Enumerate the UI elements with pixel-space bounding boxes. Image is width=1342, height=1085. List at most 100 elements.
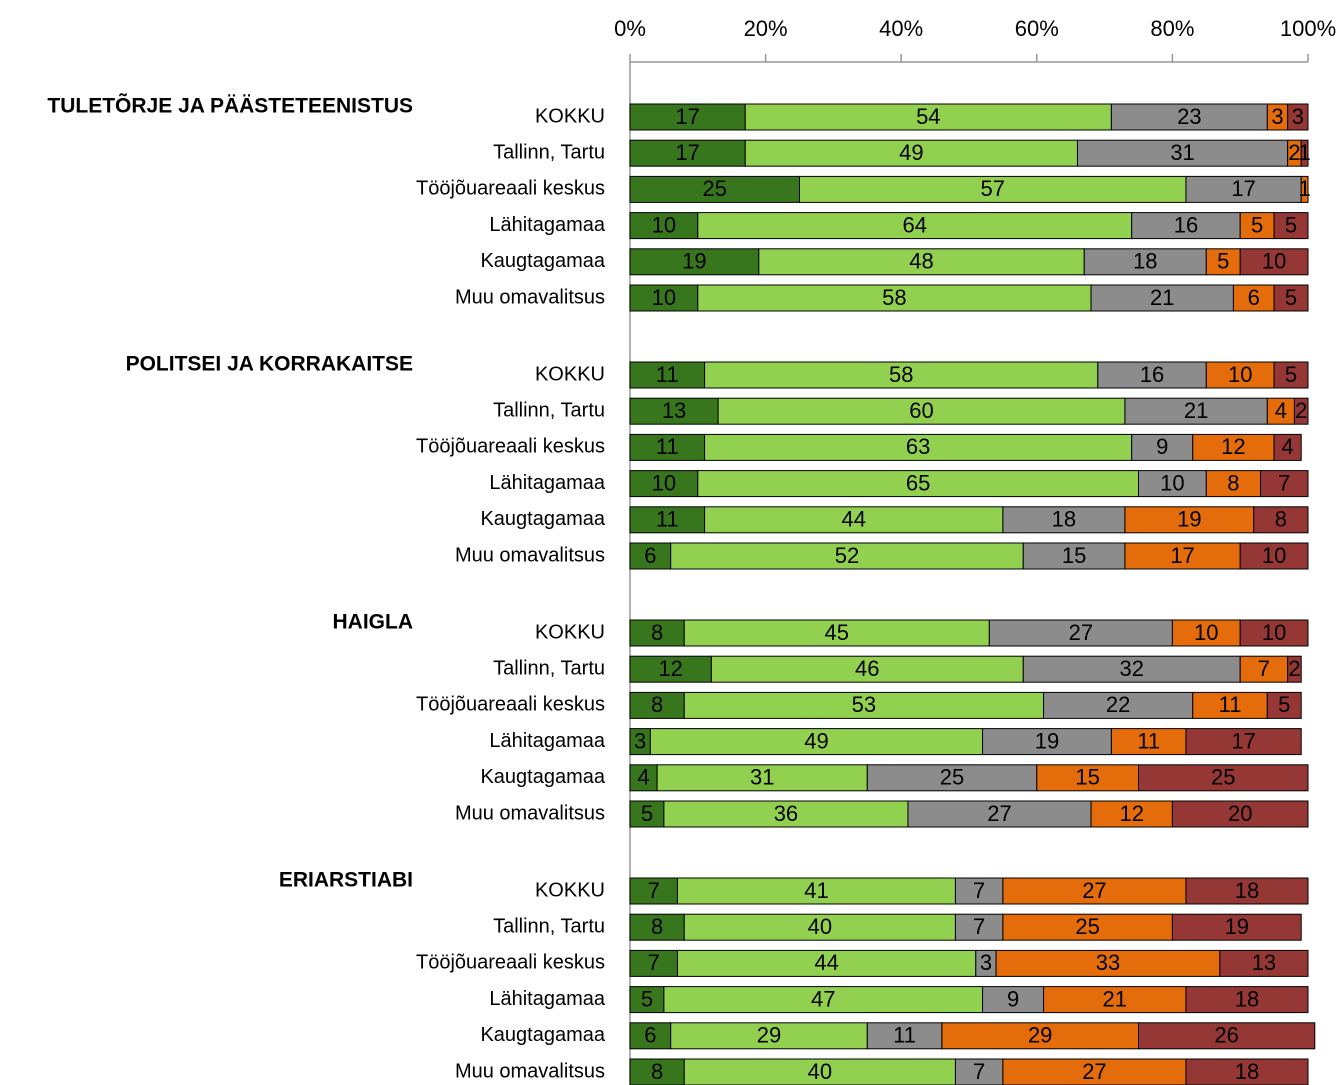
category-label: Muu omavalitsus — [455, 286, 605, 308]
value-label: 12 — [658, 656, 682, 681]
value-label: 58 — [882, 285, 906, 310]
value-label: 41 — [804, 878, 828, 903]
value-label: 45 — [825, 620, 849, 645]
value-label: 63 — [906, 434, 930, 459]
bar-segment — [1138, 1022, 1316, 1050]
category-label: Muu omavalitsus — [455, 802, 605, 824]
value-label: 6 — [644, 543, 656, 568]
value-label: 44 — [814, 950, 838, 975]
value-label: 40 — [808, 1059, 832, 1084]
value-label: 60 — [909, 398, 933, 423]
value-label: 6 — [1248, 285, 1260, 310]
value-label: 10 — [1262, 249, 1286, 274]
bar-segment — [1131, 212, 1241, 240]
bar-segment — [1273, 212, 1309, 240]
value-label: 4 — [1282, 434, 1294, 459]
category-label: Tööjõuareaali keskus — [416, 436, 605, 458]
value-label: 8 — [651, 692, 663, 717]
value-label: 40 — [808, 914, 832, 939]
bar-segment — [1002, 1058, 1187, 1085]
category-label: Tööjõuareaali keskus — [416, 178, 605, 200]
bar-segment — [1022, 542, 1126, 570]
bar-segment — [704, 506, 1004, 534]
value-label: 53 — [852, 692, 876, 717]
category-label: Kaugtagamaa — [480, 766, 605, 788]
value-label: 15 — [1075, 765, 1099, 790]
value-label: 19 — [1177, 507, 1201, 532]
value-label: 48 — [909, 249, 933, 274]
category-label: Muu omavalitsus — [455, 544, 605, 566]
value-label: 29 — [757, 1023, 781, 1048]
category-label: Lähitagamaa — [489, 472, 606, 494]
value-label: 49 — [899, 140, 923, 165]
bar-segment — [1138, 470, 1207, 498]
bar-segment — [1076, 139, 1289, 167]
value-label: 33 — [1096, 950, 1120, 975]
bar-segment — [1110, 728, 1187, 756]
value-label: 2 — [1288, 140, 1300, 165]
value-label: 5 — [1217, 249, 1229, 274]
value-label: 58 — [889, 362, 913, 387]
bar-segment — [629, 764, 658, 792]
value-label: 7 — [1278, 470, 1290, 495]
value-label: 8 — [651, 1059, 663, 1084]
value-label: 15 — [1062, 543, 1086, 568]
value-label: 16 — [1140, 362, 1164, 387]
value-label: 5 — [1285, 212, 1297, 237]
bar-segment — [629, 361, 706, 389]
value-label: 10 — [1262, 620, 1286, 645]
bar-segment — [1219, 949, 1309, 977]
bar-segment — [629, 470, 699, 498]
value-label: 16 — [1174, 212, 1198, 237]
value-label: 18 — [1235, 986, 1259, 1011]
bar-segment — [1185, 1058, 1309, 1085]
x-tick-label: 0% — [614, 16, 646, 41]
value-label: 17 — [675, 140, 699, 165]
category-label: KOKKU — [535, 105, 605, 127]
value-label: 57 — [980, 176, 1004, 201]
category-label: Tallinn, Tartu — [493, 915, 605, 937]
value-label: 36 — [774, 801, 798, 826]
value-label: 52 — [835, 543, 859, 568]
x-tick-label: 40% — [879, 16, 923, 41]
group-title: TULETÕRJE JA PÄÄSTETEENISTUS — [47, 94, 413, 118]
bar-segment — [629, 1058, 685, 1085]
value-label: 27 — [1082, 878, 1106, 903]
bar-segment — [1260, 470, 1309, 498]
value-label: 7 — [648, 950, 660, 975]
value-label: 10 — [1194, 620, 1218, 645]
bar-segment — [1171, 619, 1241, 647]
value-label: 27 — [1069, 620, 1093, 645]
bar-segment — [629, 175, 800, 203]
value-label: 5 — [1251, 212, 1263, 237]
bar-segment — [1300, 139, 1309, 167]
category-label: Tallinn, Tartu — [493, 399, 605, 421]
value-label: 19 — [682, 249, 706, 274]
bar-segment — [1036, 764, 1140, 792]
value-label: 7 — [973, 1059, 985, 1084]
bar-segment — [1185, 986, 1309, 1014]
value-label: 47 — [811, 986, 835, 1011]
category-label: Lähitagamaa — [489, 988, 606, 1010]
bar-segment — [799, 175, 1187, 203]
category-label: Tallinn, Tartu — [493, 657, 605, 679]
category-label: Tööjõuareaali keskus — [416, 952, 605, 974]
value-label: 31 — [750, 765, 774, 790]
value-label: 5 — [641, 801, 653, 826]
bar-segment — [1124, 542, 1241, 570]
value-label: 4 — [637, 765, 649, 790]
value-label: 5 — [1285, 362, 1297, 387]
value-label: 44 — [841, 507, 865, 532]
bar-segment — [1185, 728, 1302, 756]
bar-segment — [1266, 691, 1302, 719]
bar-segment — [1287, 655, 1302, 683]
bar-segment — [663, 800, 909, 828]
bar-segment — [982, 986, 1045, 1014]
value-label: 10 — [652, 212, 676, 237]
x-tick-label: 80% — [1150, 16, 1194, 41]
category-label: KOKKU — [535, 363, 605, 385]
bar-segment — [1124, 506, 1255, 534]
value-label: 13 — [1252, 950, 1276, 975]
bar-segment — [1043, 986, 1187, 1014]
